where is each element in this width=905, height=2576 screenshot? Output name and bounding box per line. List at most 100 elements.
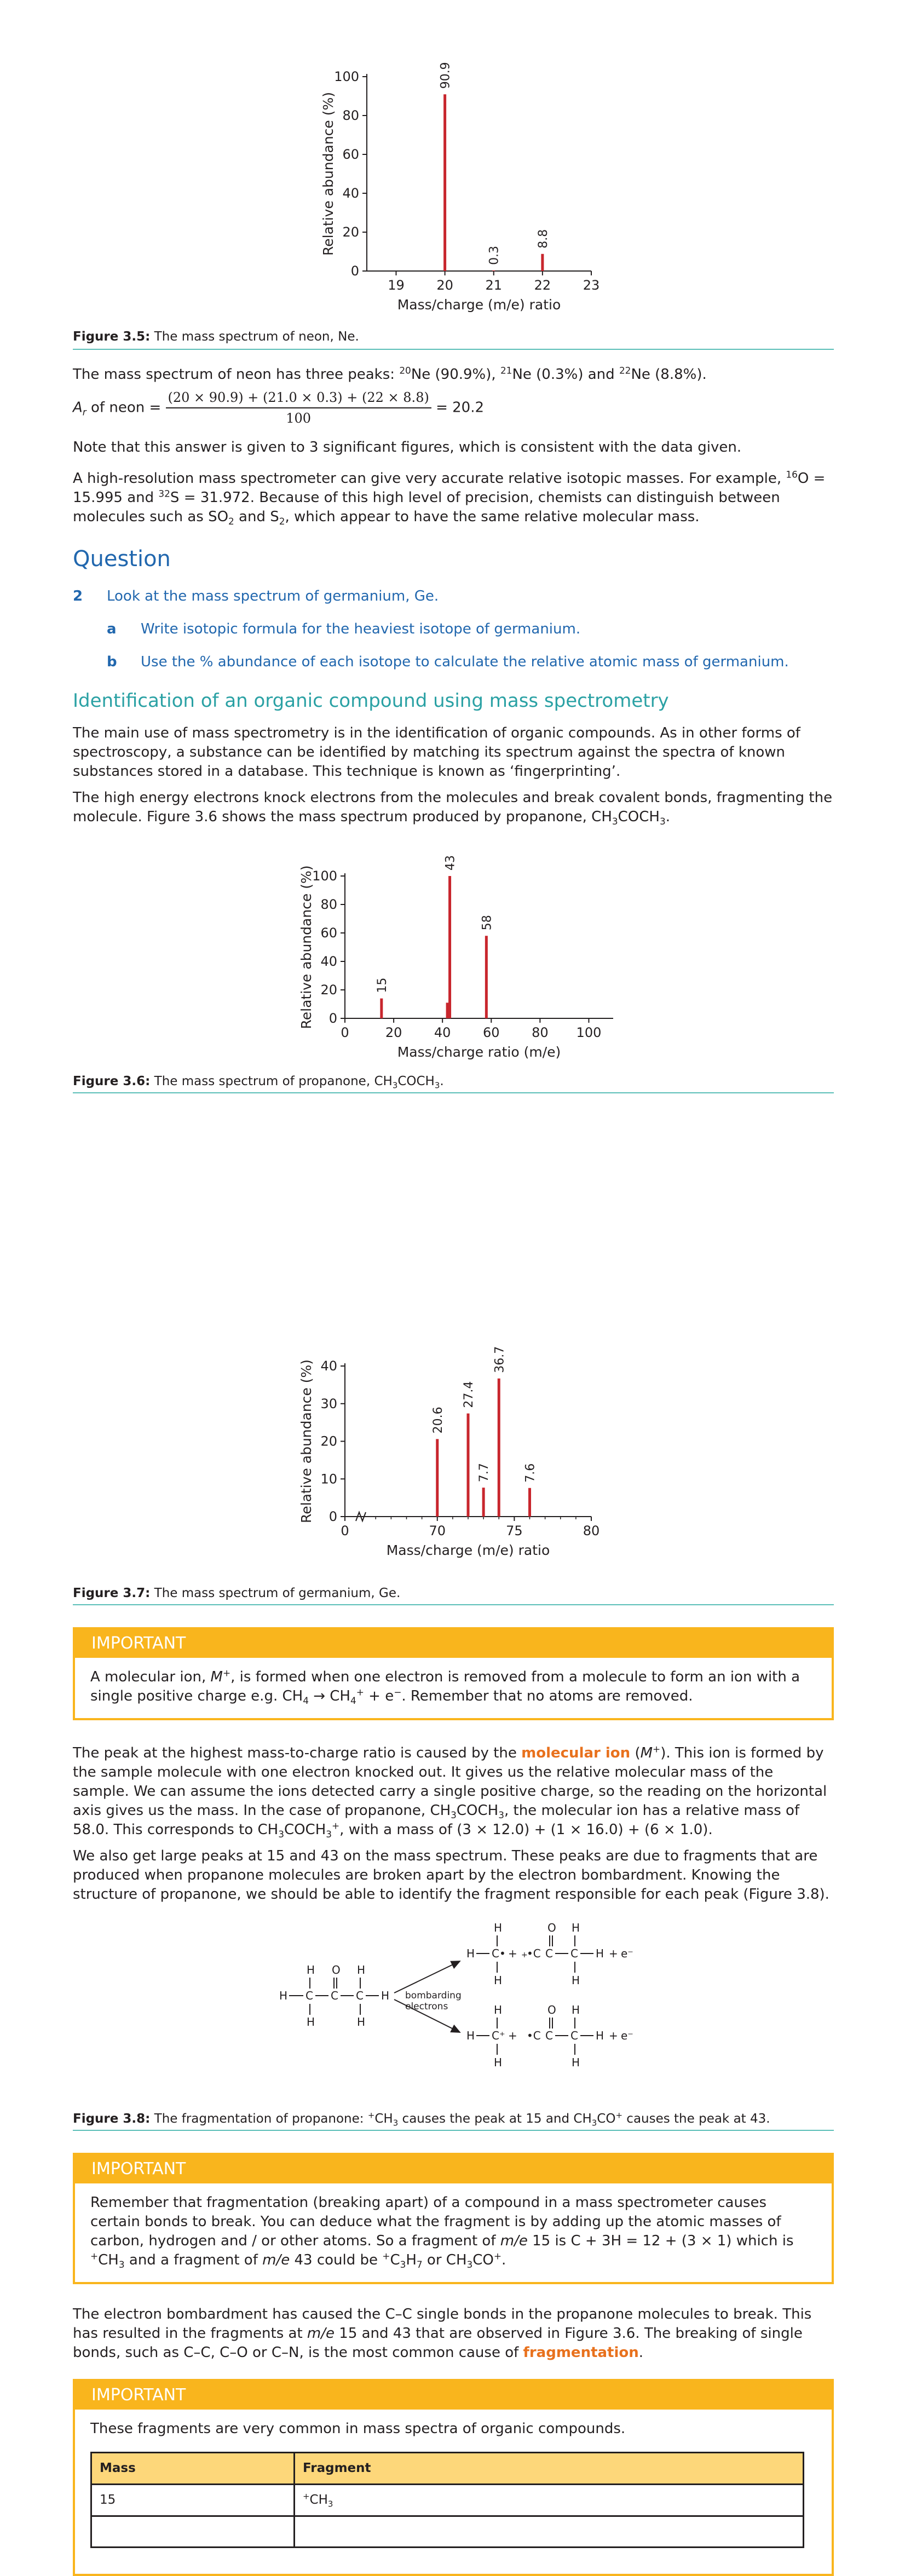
- x-tick-label: 20: [385, 1025, 402, 1040]
- germanium-mass-spectrum-chart: 0 10 20 30 40 0 70 75 80 20.6 27.4 7.7 36.7 7.6 Mass/c…: [298, 1346, 600, 1558]
- svg-text:C: C: [545, 1947, 553, 1960]
- svg-text:+: +: [508, 2029, 517, 2042]
- peak-label: 58: [480, 915, 494, 930]
- svg-text:O: O: [547, 2003, 556, 2016]
- svg-text:•C: •C: [527, 1947, 541, 1960]
- important-box-fragments-table: IMPORTANT These fragments are very commo…: [73, 2379, 834, 2576]
- y-tick-label: 0: [329, 1011, 337, 1026]
- svg-text:+: +: [521, 1951, 528, 1960]
- important-header: IMPORTANT: [75, 2155, 832, 2183]
- relative-atomic-mass-formula: Ar of neon = (20 × 90.9) + (21.0 × 0.3) …: [73, 390, 485, 426]
- svg-text:C⁺: C⁺: [492, 2029, 505, 2042]
- x-tick-label: 0: [341, 1523, 349, 1538]
- section-paragraph-1: The main use of mass spectrometry is in …: [73, 725, 800, 780]
- x-axis-label: Mass/charge ratio (m/e): [397, 1044, 561, 1060]
- column-header-fragment: Fragment: [293, 2452, 804, 2485]
- molecular-ion-paragraph: The peak at the highest mass-to-charge r…: [73, 1743, 827, 1840]
- svg-text:H: H: [572, 2056, 580, 2069]
- svg-text:H: H: [466, 2029, 475, 2042]
- table-row: 15 +CH3: [90, 2483, 804, 2517]
- x-tick-label: 23: [583, 278, 600, 293]
- x-tick-label: 80: [532, 1025, 549, 1040]
- section-heading: Identification of an organic compound us…: [73, 690, 669, 712]
- svg-text:H: H: [357, 2015, 365, 2028]
- caption-rule: [73, 2130, 834, 2131]
- bombarding-label: bombarding: [405, 1990, 462, 2001]
- x-tick-label: 80: [583, 1523, 600, 1538]
- neon-mass-spectrum-chart: 0 20 40 60 80 100 19 20 21 22 23 90.9 0.3 8.8 Mass/cha…: [320, 62, 600, 313]
- y-tick-label: 30: [320, 1396, 337, 1411]
- y-tick-label: 40: [320, 954, 337, 969]
- svg-text:e⁻: e⁻: [621, 2029, 633, 2042]
- caption-rule: [73, 1604, 834, 1605]
- cell-mass: 15: [90, 2483, 295, 2517]
- svg-text:C•: C•: [492, 1947, 506, 1960]
- figure-3-8-caption: Figure 3.8: The fragmentation of propano…: [73, 2110, 770, 2128]
- svg-text:+: +: [609, 1947, 618, 1960]
- x-tick-label: 75: [506, 1523, 523, 1538]
- y-tick-label: 60: [320, 925, 337, 941]
- svg-text:H: H: [572, 1974, 580, 1987]
- x-tick-label: 40: [434, 1025, 451, 1040]
- figure-3-5-caption: Figure 3.5: The mass spectrum of neon, N…: [73, 330, 359, 344]
- peak-label: 43: [444, 855, 458, 871]
- y-axis-label: Relative abundance (%): [298, 1359, 314, 1523]
- y-axis-label: Relative abundance (%): [320, 92, 336, 256]
- important-body: A molecular ion, M+, is formed when one …: [90, 1667, 800, 1707]
- y-tick-label: 0: [351, 263, 359, 279]
- figure-3-6-caption: Figure 3.6: The mass spectrum of propano…: [73, 1074, 444, 1091]
- x-tick-label: 22: [534, 278, 551, 293]
- svg-text:H: H: [572, 2003, 580, 2016]
- svg-text:C: C: [305, 1989, 313, 2002]
- y-tick-label: 80: [320, 897, 337, 912]
- y-tick-label: 20: [320, 982, 337, 998]
- molecular-ion-term: molecular ion: [521, 1745, 631, 1761]
- peaks-paragraph: We also get large peaks at 15 and 43 on …: [73, 1848, 829, 1903]
- y-tick-label: 100: [334, 69, 359, 84]
- section-paragraph-2: The high energy electrons knock electron…: [73, 789, 833, 827]
- svg-text:C: C: [570, 1947, 578, 1960]
- svg-text:C: C: [356, 1989, 364, 2002]
- caption-rule: [73, 1092, 834, 1093]
- arrow-upper: [394, 1961, 461, 1993]
- sig-fig-note: Note that this answer is given to 3 sign…: [73, 439, 742, 456]
- figure-3-7-caption: Figure 3.7: The mass spectrum of germani…: [73, 1586, 401, 1600]
- important-box-molecular-ion: IMPORTANT A molecular ion, M+, is formed…: [73, 1627, 834, 1720]
- peak-label: 36.7: [493, 1346, 506, 1373]
- peak-label: 90.9: [439, 62, 453, 89]
- question-heading: Question: [73, 546, 171, 572]
- svg-text:H: H: [381, 1989, 389, 2002]
- question-2b: b Use the % abundance of each isotope to …: [107, 654, 789, 670]
- propanone-fragmentation-diagram: H O H H C C C H H H bombarding electrons H O…: [279, 1921, 633, 2069]
- high-resolution-text: A high-resolution mass spectrometer can …: [73, 469, 826, 527]
- svg-text:O: O: [332, 1963, 341, 1976]
- important-body: These fragments are very common in mass …: [75, 2410, 832, 2548]
- cell-fragment: +CH3: [293, 2483, 804, 2517]
- x-tick-label: 19: [388, 278, 405, 293]
- svg-text:H: H: [494, 1921, 502, 1934]
- y-tick-label: 100: [312, 868, 337, 884]
- peak-label: 7.6: [524, 1463, 538, 1483]
- peak-label: 8.8: [537, 229, 550, 249]
- svg-text:H: H: [466, 1947, 475, 1960]
- peak-label: 15: [376, 978, 389, 993]
- x-axis-label: Mass/charge (m/e) ratio: [387, 1542, 550, 1558]
- table-row: [90, 2515, 804, 2548]
- y-tick-label: 20: [320, 1434, 337, 1449]
- x-tick-label: 100: [577, 1025, 602, 1040]
- svg-text:H: H: [494, 2003, 502, 2016]
- y-tick-label: 0: [329, 1509, 337, 1524]
- svg-text:H: H: [357, 1963, 365, 1976]
- y-tick-label: 40: [342, 186, 359, 201]
- y-axis-label: Relative abundance (%): [298, 865, 314, 1029]
- peak-label: 0.3: [488, 246, 502, 265]
- svg-text:C: C: [570, 2029, 578, 2042]
- svg-text:C: C: [331, 1989, 338, 2002]
- x-tick-label: 0: [341, 1025, 349, 1040]
- peak-label: 27.4: [462, 1381, 476, 1408]
- svg-text:H: H: [572, 1921, 580, 1934]
- y-tick-label: 20: [342, 224, 359, 240]
- peak-label: 20.6: [431, 1407, 445, 1433]
- fragmentation-term: fragmentation: [523, 2344, 639, 2361]
